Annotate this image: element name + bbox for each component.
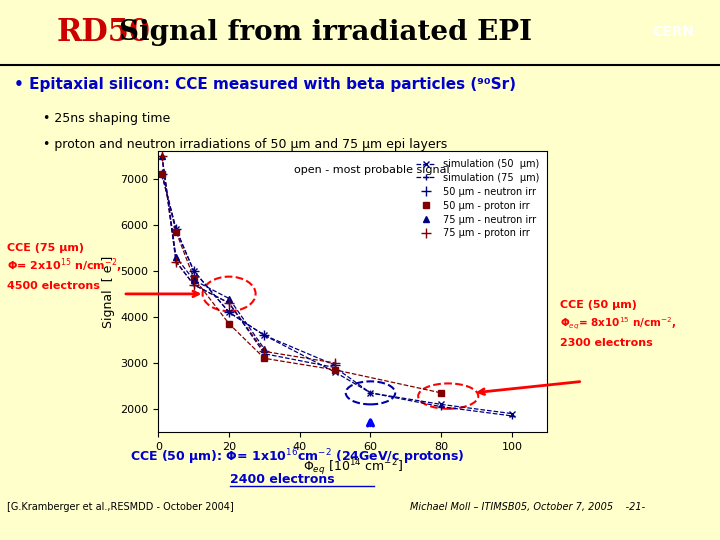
simulation (50  μm) — [260, 332, 269, 339]
Text: • 25ns shaping time: • 25ns shaping time — [43, 112, 171, 125]
Text: 2300 electrons: 2300 electrons — [560, 338, 653, 348]
Line: simulation (50  μm): simulation (50 μm) — [159, 171, 515, 416]
Text: open - most probable signal: open - most probable signal — [294, 165, 450, 176]
simulation (75  μm) — [366, 390, 375, 396]
simulation (75  μm) — [260, 350, 269, 357]
Line: simulation (75  μm): simulation (75 μm) — [159, 153, 515, 418]
simulation (50  μm) — [508, 410, 516, 417]
Text: • Epitaxial silicon: CCE measured with beta particles (⁹⁰Sr): • Epitaxial silicon: CCE measured with b… — [14, 77, 516, 92]
simulation (50  μm) — [172, 226, 181, 233]
simulation (75  μm) — [225, 300, 233, 306]
Text: • proton and neutron irradiations of 50 μm and 75 μm epi layers: • proton and neutron irradiations of 50 … — [43, 138, 447, 151]
Text: Φ= 2x10$^{15}$ n/cm$^{-2}$,: Φ= 2x10$^{15}$ n/cm$^{-2}$, — [7, 257, 122, 275]
Text: Signal from irradiated EPI: Signal from irradiated EPI — [120, 19, 532, 46]
simulation (75  μm) — [189, 281, 198, 288]
simulation (75  μm) — [172, 259, 181, 265]
Y-axis label: Signal  [ e ]: Signal [ e ] — [102, 255, 115, 328]
X-axis label: Φ$_{eq}$ [10$^{14}$ cm$^{-2}$]: Φ$_{eq}$ [10$^{14}$ cm$^{-2}$] — [303, 457, 402, 478]
simulation (50  μm) — [366, 390, 375, 396]
Text: 4500 electrons: 4500 electrons — [7, 281, 100, 291]
simulation (75  μm) — [330, 364, 339, 371]
simulation (50  μm) — [158, 171, 166, 178]
simulation (75  μm) — [437, 403, 446, 410]
simulation (50  μm) — [225, 309, 233, 315]
Text: CERN: CERN — [652, 25, 694, 39]
Text: Φ$_{eq}$= 8x10$^{15}$ n/cm$^{-2}$,: Φ$_{eq}$= 8x10$^{15}$ n/cm$^{-2}$, — [560, 315, 677, 332]
Text: [G.Kramberger et al.,RESMDD - October 2004]: [G.Kramberger et al.,RESMDD - October 20… — [7, 502, 234, 512]
Text: 2400 electrons: 2400 electrons — [230, 473, 335, 487]
simulation (50  μm) — [330, 369, 339, 375]
simulation (50  μm) — [189, 268, 198, 274]
simulation (75  μm) — [508, 413, 516, 419]
Text: Michael Moll – ITIMSB05, October 7, 2005    -21-: Michael Moll – ITIMSB05, October 7, 2005… — [410, 502, 646, 512]
simulation (50  μm) — [437, 401, 446, 408]
Text: CCE (50 μm): CCE (50 μm) — [560, 300, 637, 310]
Text: CCE (75 μm): CCE (75 μm) — [7, 243, 84, 253]
simulation (75  μm) — [158, 153, 166, 159]
Text: RD50: RD50 — [56, 17, 150, 48]
Legend: simulation (50  μm), simulation (75  μm), 50 μm - neutron irr, 50 μm - proton ir: simulation (50 μm), simulation (75 μm), … — [413, 156, 542, 241]
Text: CCE (50 μm): Φ= 1x10$^{16}$cm$^{-2}$ (24GeV/c protons): CCE (50 μm): Φ= 1x10$^{16}$cm$^{-2}$ (24… — [130, 448, 464, 468]
